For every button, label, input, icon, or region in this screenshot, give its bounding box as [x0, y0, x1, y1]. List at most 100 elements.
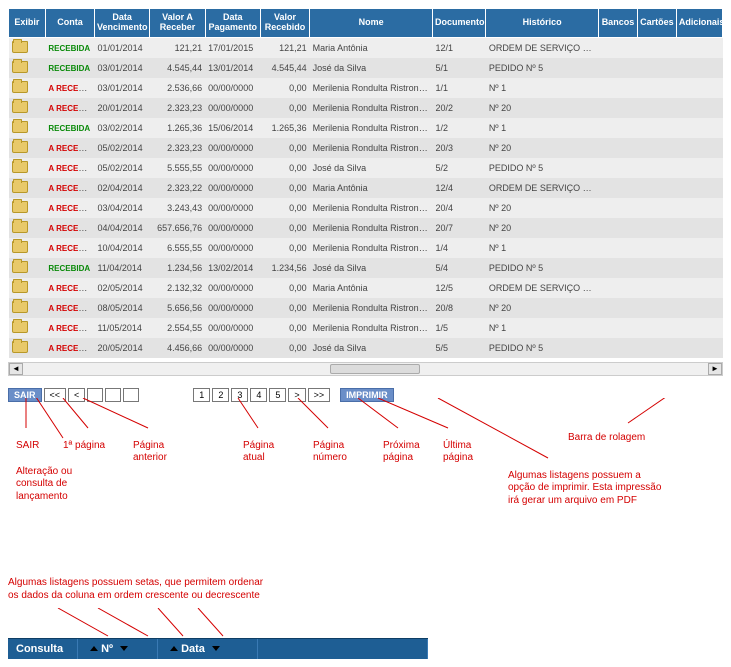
recebido-cell: 0,00	[260, 178, 309, 198]
page-4-button[interactable]: 4	[250, 388, 267, 402]
folder-icon[interactable]	[12, 301, 28, 313]
exibir-cell[interactable]	[9, 238, 46, 258]
col-header-11[interactable]: Adicionais	[676, 9, 722, 38]
exibir-cell[interactable]	[9, 138, 46, 158]
recebido-cell: 0,00	[260, 138, 309, 158]
col-header-1[interactable]: Conta	[45, 9, 94, 38]
table-row[interactable]: A RECEBER10/04/20146.555,5500/00/00000,0…	[9, 238, 723, 258]
exibir-cell[interactable]	[9, 158, 46, 178]
folder-icon[interactable]	[12, 141, 28, 153]
table-row[interactable]: A RECEBER20/01/20142.323,2300/00/00000,0…	[9, 98, 723, 118]
bancos-cell	[598, 238, 637, 258]
folder-icon[interactable]	[12, 121, 28, 133]
exibir-cell[interactable]	[9, 78, 46, 98]
exibir-cell[interactable]	[9, 118, 46, 138]
first-page-button[interactable]: <<	[44, 388, 67, 402]
sair-button[interactable]: SAIR	[8, 388, 42, 402]
table-row[interactable]: A RECEBER02/05/20142.132,3200/00/00000,0…	[9, 278, 723, 298]
sort-desc-icon[interactable]	[212, 646, 220, 651]
folder-icon[interactable]	[12, 221, 28, 233]
next-page-button[interactable]: >	[288, 388, 305, 402]
bancos-cell	[598, 178, 637, 198]
scroll-thumb[interactable]	[330, 364, 420, 374]
table-row[interactable]: A RECEBER20/05/20144.456,6600/00/00000,0…	[9, 338, 723, 358]
sort-asc-icon[interactable]	[170, 646, 178, 651]
mini-col-no[interactable]: Nº	[78, 639, 158, 659]
folder-icon[interactable]	[12, 281, 28, 293]
folder-icon[interactable]	[12, 161, 28, 173]
table-row[interactable]: A RECEBER02/04/20142.323,2200/00/00000,0…	[9, 178, 723, 198]
col-header-5[interactable]: Valor Recebido	[260, 9, 309, 38]
table-row[interactable]: A RECEBER03/04/20143.243,4300/00/00000,0…	[9, 198, 723, 218]
blank-button-2[interactable]	[105, 388, 121, 402]
table-row[interactable]: A RECEBER05/02/20145.555,5500/00/00000,0…	[9, 158, 723, 178]
table-row[interactable]: A RECEBER08/05/20145.656,5600/00/00000,0…	[9, 298, 723, 318]
col-header-10[interactable]: Cartões	[637, 9, 676, 38]
col-header-3[interactable]: Valor A Receber	[150, 9, 205, 38]
exibir-cell[interactable]	[9, 298, 46, 318]
table-row[interactable]: RECEBIDA01/01/2014121,2117/01/2015121,21…	[9, 37, 723, 58]
page-2-button[interactable]: 2	[212, 388, 229, 402]
sort-desc-icon[interactable]	[120, 646, 128, 651]
last-page-button[interactable]: >>	[308, 388, 331, 402]
exibir-cell[interactable]	[9, 58, 46, 78]
col-header-9[interactable]: Bancos	[598, 9, 637, 38]
sort-asc-icon[interactable]	[90, 646, 98, 651]
col-header-2[interactable]: Data Vencimento	[95, 9, 150, 38]
col-header-7[interactable]: Documento	[433, 9, 486, 38]
folder-icon[interactable]	[12, 241, 28, 253]
col-header-4[interactable]: Data Pagamento	[205, 9, 260, 38]
folder-icon[interactable]	[12, 61, 28, 73]
folder-icon[interactable]	[12, 101, 28, 113]
table-row[interactable]: RECEBIDA03/01/20144.545,4413/01/20144.54…	[9, 58, 723, 78]
exibir-cell[interactable]	[9, 178, 46, 198]
exibir-cell[interactable]	[9, 218, 46, 238]
col-header-6[interactable]: Nome	[310, 9, 433, 38]
table-row[interactable]: RECEBIDA11/04/20141.234,5613/02/20141.23…	[9, 258, 723, 278]
table-row[interactable]: RECEBIDA03/02/20141.265,3615/06/20141.26…	[9, 118, 723, 138]
col-header-0[interactable]: Exibir	[9, 9, 46, 38]
exibir-cell[interactable]	[9, 37, 46, 58]
exibir-cell[interactable]	[9, 278, 46, 298]
folder-icon[interactable]	[12, 261, 28, 273]
exibir-cell[interactable]	[9, 258, 46, 278]
folder-icon[interactable]	[12, 41, 28, 53]
col-header-8[interactable]: Histórico	[486, 9, 599, 38]
scroll-left-icon[interactable]: ◄	[9, 363, 23, 375]
valor-cell: 6.555,55	[150, 238, 205, 258]
mini-col-data-label: Data	[181, 643, 205, 655]
table-row[interactable]: A RECEBER04/04/2014657.656,7600/00/00000…	[9, 218, 723, 238]
scroll-right-icon[interactable]: ►	[708, 363, 722, 375]
mini-col-data[interactable]: Data	[158, 639, 258, 659]
status-cell: A RECEBER	[45, 338, 94, 358]
adicionais-cell	[676, 258, 722, 278]
mini-col-consulta[interactable]: Consulta	[8, 639, 78, 659]
bancos-cell	[598, 58, 637, 78]
page-5-button[interactable]: 5	[269, 388, 286, 402]
valor-cell: 2.132,32	[150, 278, 205, 298]
folder-icon[interactable]	[12, 201, 28, 213]
table-row[interactable]: A RECEBER03/01/20142.536,6600/00/00000,0…	[9, 78, 723, 98]
exibir-cell[interactable]	[9, 338, 46, 358]
prev-page-button[interactable]: <	[68, 388, 85, 402]
print-button[interactable]: IMPRIMIR	[340, 388, 394, 402]
exibir-cell[interactable]	[9, 198, 46, 218]
folder-icon[interactable]	[12, 321, 28, 333]
folder-icon[interactable]	[12, 81, 28, 93]
blank-button-3[interactable]	[123, 388, 139, 402]
doc-cell: 20/8	[433, 298, 486, 318]
horizontal-scrollbar[interactable]: ◄ ►	[8, 362, 723, 376]
folder-icon[interactable]	[12, 181, 28, 193]
hist-cell: ORDEM DE SERVIÇO Nº 12	[486, 278, 599, 298]
blank-button-1[interactable]	[87, 388, 103, 402]
table-row[interactable]: A RECEBER11/05/20142.554,5500/00/00000,0…	[9, 318, 723, 338]
folder-icon[interactable]	[12, 341, 28, 353]
table-row[interactable]: A RECEBER05/02/20142.323,2300/00/00000,0…	[9, 138, 723, 158]
recebido-cell: 0,00	[260, 98, 309, 118]
adicionais-cell	[676, 198, 722, 218]
exibir-cell[interactable]	[9, 98, 46, 118]
page-3-button[interactable]: 3	[231, 388, 248, 402]
exibir-cell[interactable]	[9, 318, 46, 338]
bancos-cell	[598, 278, 637, 298]
page-1-button[interactable]: 1	[193, 388, 210, 402]
